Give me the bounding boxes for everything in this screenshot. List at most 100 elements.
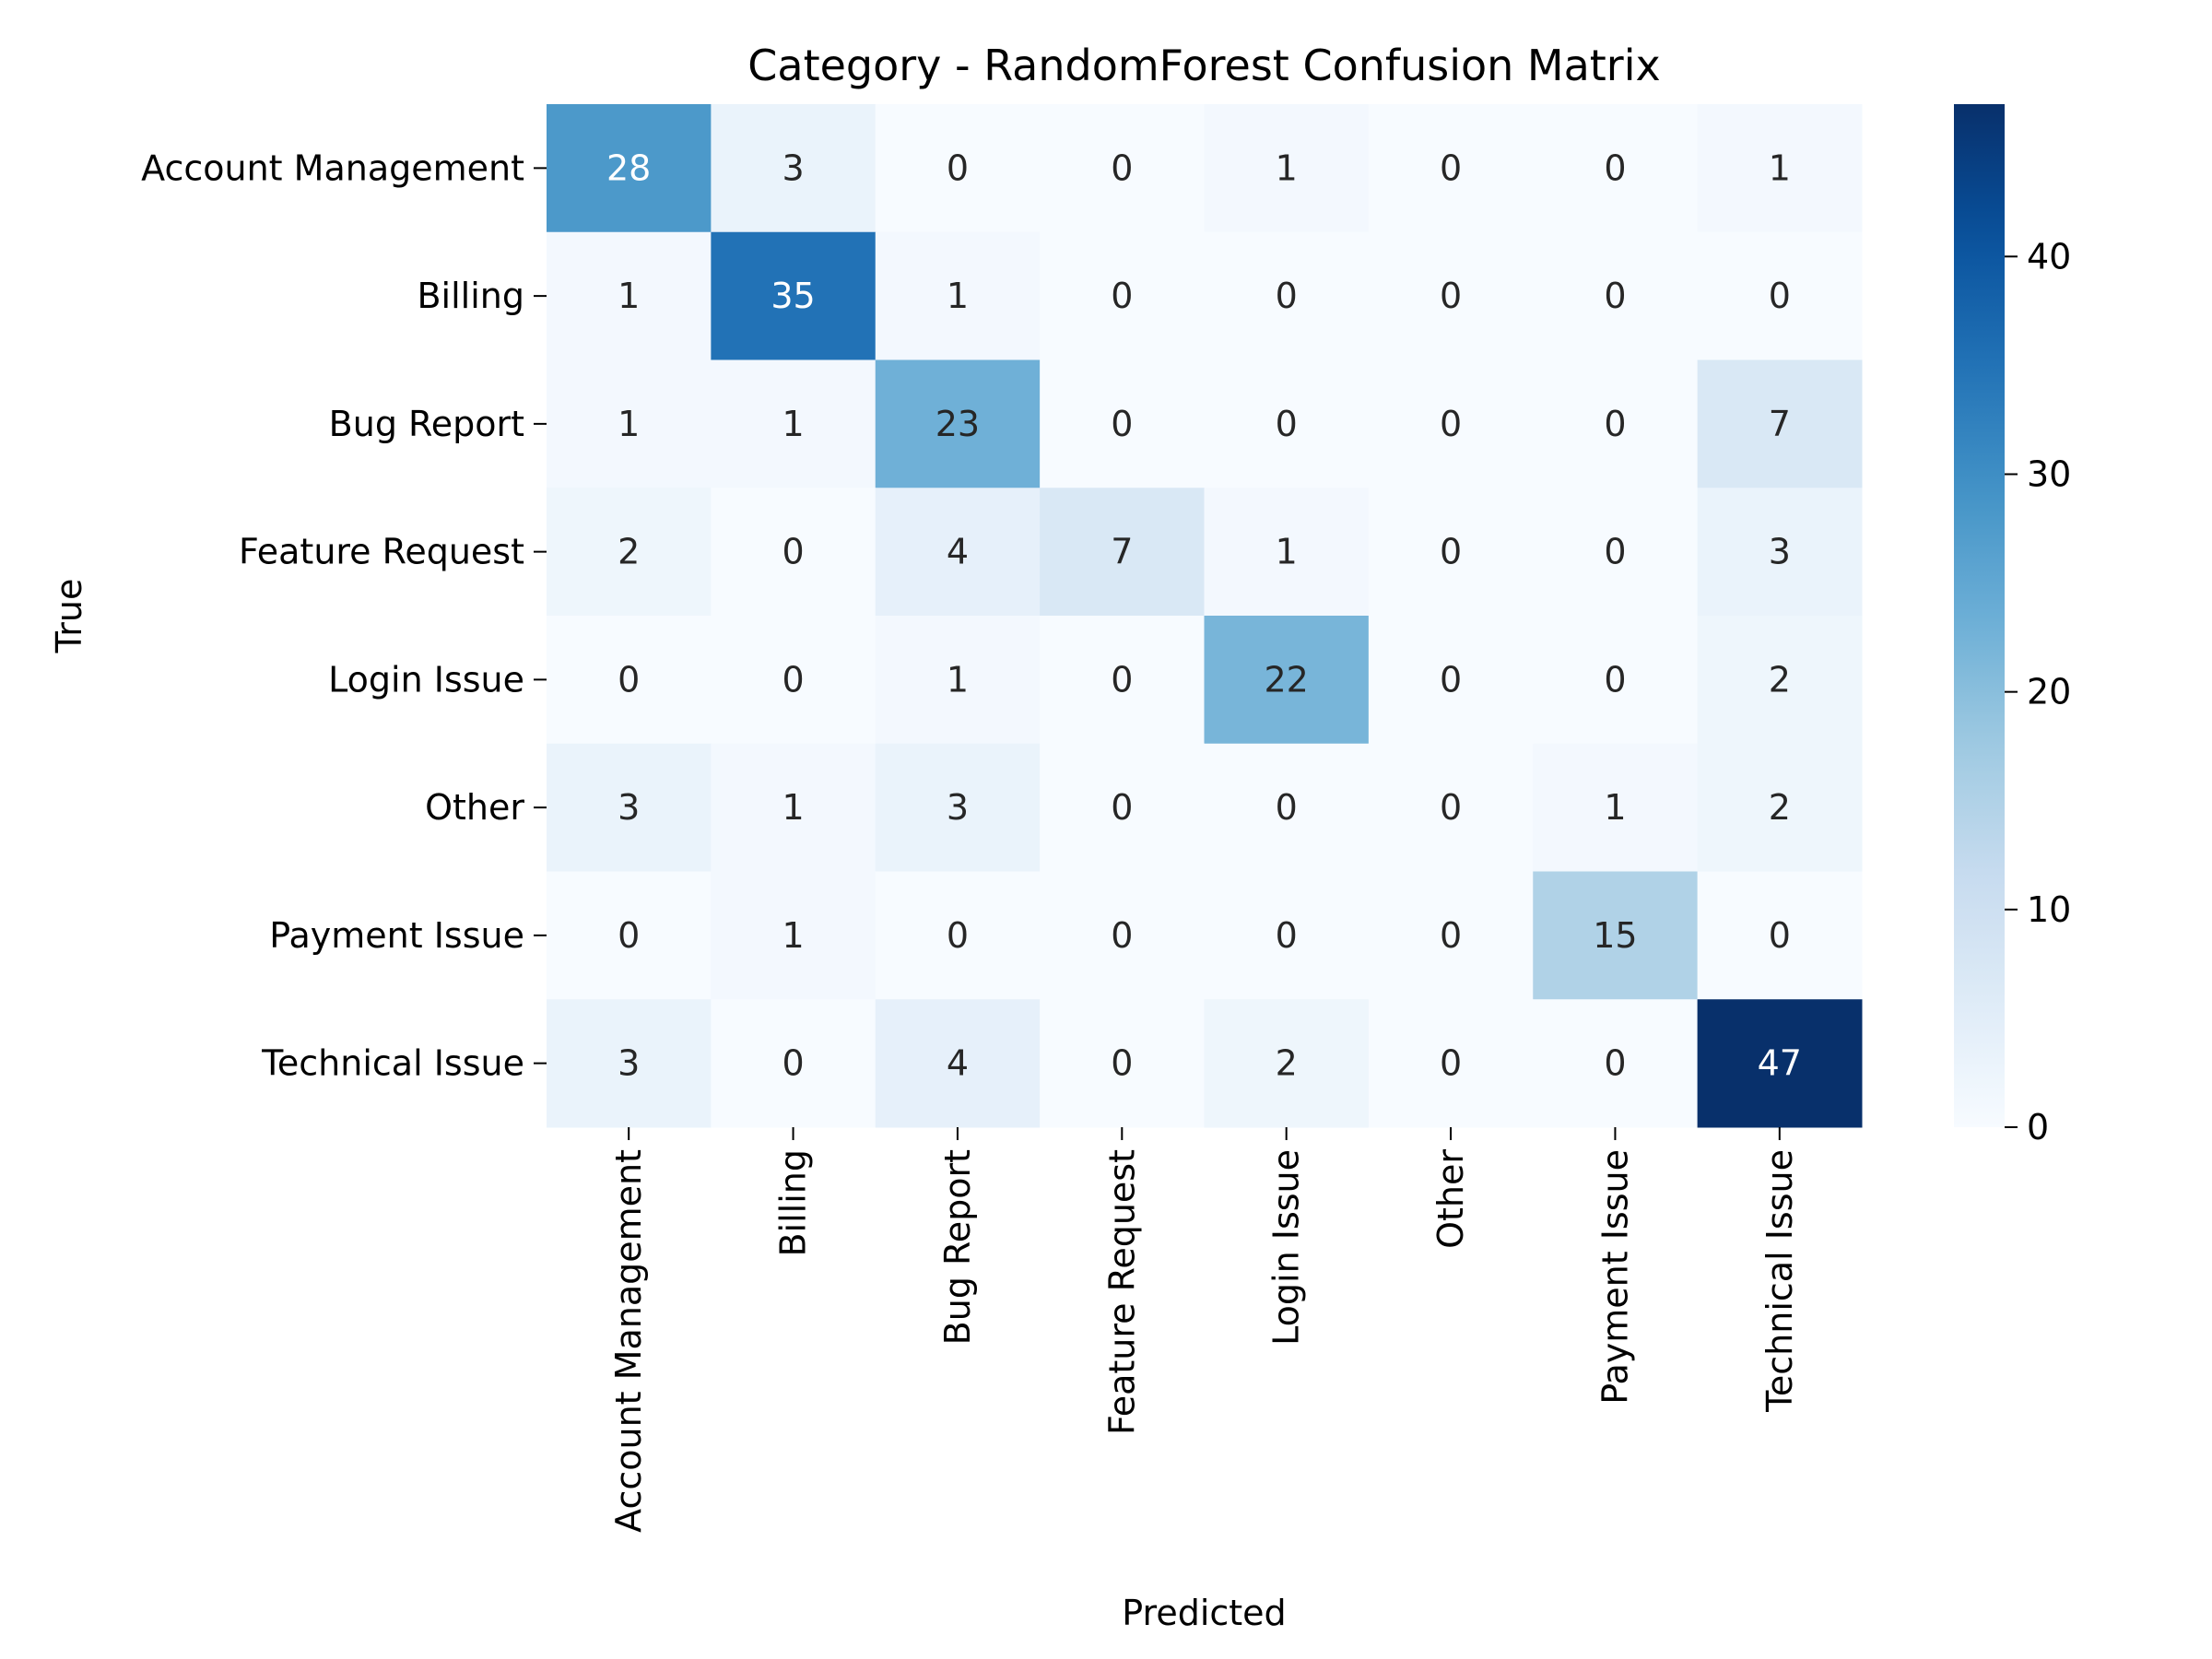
heatmap-cell (1533, 104, 1699, 233)
cell-value-label: 0 (1111, 1043, 1133, 1084)
cell-value-label: 2 (618, 532, 640, 572)
cell-value-label: 1 (618, 404, 640, 444)
heatmap-cell (711, 999, 877, 1128)
colorbar-tick-label: 30 (2027, 453, 2071, 494)
cell-value-label: 0 (782, 1043, 804, 1084)
y-axis-label: True (49, 579, 89, 654)
heatmap-cell (711, 488, 877, 617)
heatmap-cell (875, 231, 1041, 360)
cell-value-label: 0 (947, 147, 969, 188)
heatmap-cell (547, 616, 712, 745)
cell-value-label: 0 (782, 532, 804, 572)
chart-title: Category - RandomForest Confusion Matrix (747, 41, 1660, 90)
heatmap-cell (1697, 743, 1863, 872)
heatmap-cell (711, 359, 877, 488)
cell-value-label: 0 (1276, 915, 1298, 956)
heatmap-cell (547, 743, 712, 872)
cell-value-label: 23 (935, 404, 980, 444)
cell-value-label: 3 (947, 787, 969, 828)
heatmap-cell (1697, 999, 1863, 1128)
heatmap-cell (1533, 488, 1699, 617)
cell-value-label: 7 (1111, 532, 1133, 572)
colorbar-tick-label: 0 (2027, 1107, 2049, 1147)
heatmap-cell (1204, 359, 1370, 488)
heatmap-cell (1697, 104, 1863, 233)
cell-value-label: 0 (1440, 532, 1462, 572)
cell-value-label: 0 (1604, 404, 1626, 444)
cell-value-label: 0 (1276, 787, 1298, 828)
heatmap-cell (1040, 231, 1205, 360)
cell-value-label: 1 (782, 787, 804, 828)
heatmap-cell (1697, 871, 1863, 1000)
colorbar-tick-label: 40 (2027, 236, 2071, 276)
colorbar-gradient (1954, 104, 2005, 1127)
heatmap-cell (1533, 999, 1699, 1128)
y-tick-label: Payment Issue (269, 915, 524, 956)
cell-value-label: 0 (1111, 787, 1133, 828)
heatmap-cell (711, 743, 877, 872)
x-tick-label: Billing (773, 1149, 814, 1257)
x-tick-label: Bug Report (937, 1149, 978, 1345)
heatmap-cell (711, 871, 877, 1000)
cell-value-label: 0 (1440, 659, 1462, 700)
cell-value-label: 0 (1440, 147, 1462, 188)
y-tick-label: Feature Request (239, 532, 524, 572)
heatmap-cell (1368, 488, 1534, 617)
heatmap-cell (711, 104, 877, 233)
heatmap-cell (1368, 616, 1534, 745)
heatmap-cell (1368, 104, 1534, 233)
y-tick-label: Other (425, 787, 524, 828)
cell-value-label: 2 (1769, 787, 1791, 828)
cell-value-label: 22 (1265, 659, 1309, 700)
cell-value-label: 1 (947, 276, 969, 316)
cell-value-label: 0 (1769, 276, 1791, 316)
cell-value-label: 0 (1604, 276, 1626, 316)
cell-value-label: 0 (1604, 147, 1626, 188)
cell-value-label: 0 (1440, 787, 1462, 828)
cell-value-label: 35 (771, 276, 815, 316)
colorbar-tick-label: 10 (2027, 889, 2071, 930)
heatmap-cell (547, 999, 712, 1128)
heatmap-cell (1040, 999, 1205, 1128)
heatmap-cell (875, 488, 1041, 617)
cell-value-label: 0 (1111, 915, 1133, 956)
cell-value-label: 0 (1440, 276, 1462, 316)
y-tick-label: Login Issue (328, 659, 524, 700)
x-axis-label: Predicted (1122, 1593, 1286, 1633)
heatmap-cell (1697, 359, 1863, 488)
heatmap-cell (1697, 231, 1863, 360)
y-tick-label: Bug Report (329, 404, 524, 444)
cell-value-label: 1 (1604, 787, 1626, 828)
heatmap-cell (1368, 871, 1534, 1000)
heatmap-cell (547, 488, 712, 617)
x-tick-label: Account Management (608, 1149, 649, 1533)
heatmap-cell (1368, 743, 1534, 872)
heatmap-cell (875, 359, 1041, 488)
cell-value-label: 1 (1769, 147, 1791, 188)
heatmap-cell (875, 616, 1041, 745)
cell-value-label: 3 (618, 787, 640, 828)
heatmap-cell (1204, 871, 1370, 1000)
heatmap-cell (1368, 231, 1534, 360)
cell-value-label: 0 (782, 659, 804, 700)
heatmap-cell (1204, 231, 1370, 360)
cell-value-label: 0 (1276, 276, 1298, 316)
heatmap-cell (1040, 743, 1205, 872)
colorbar: 0 10 20 30 40 (1954, 104, 2071, 1147)
heatmap-cell (711, 231, 877, 360)
cell-value-label: 0 (1111, 276, 1133, 316)
x-tick-label: Other (1430, 1149, 1471, 1249)
heatmap-cell (1040, 359, 1205, 488)
heatmap-cell (1040, 616, 1205, 745)
heatmap-cell (1697, 616, 1863, 745)
y-tick-label: Technical Issue (261, 1043, 524, 1084)
y-tick-label: Billing (417, 276, 524, 316)
heatmap-cell (875, 104, 1041, 233)
heatmap-cell (1368, 999, 1534, 1128)
cell-value-label: 2 (1769, 659, 1791, 700)
heatmap-cell (547, 359, 712, 488)
heatmap-cell (1204, 616, 1370, 745)
heatmap-cell (547, 871, 712, 1000)
heatmap-cell (547, 104, 712, 233)
